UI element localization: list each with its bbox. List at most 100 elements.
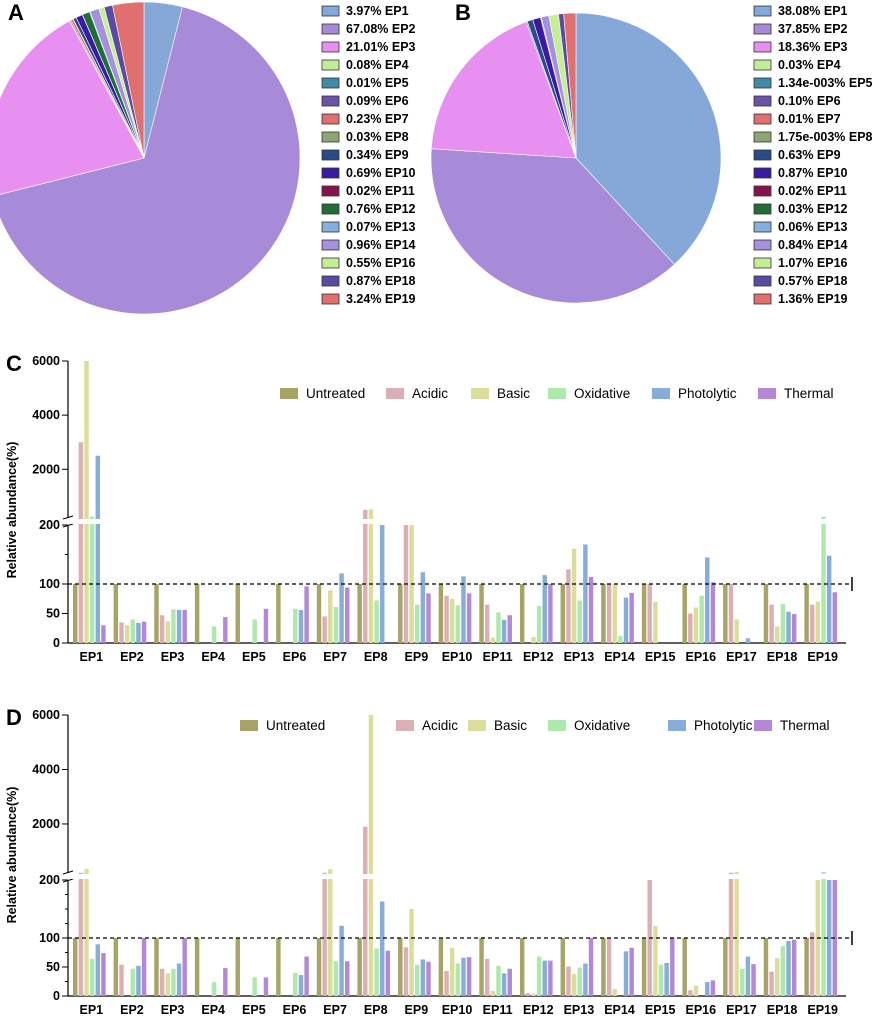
bar-basic-ep18 bbox=[775, 626, 780, 643]
legend-swatch bbox=[753, 275, 772, 287]
pie-slice-ep3 bbox=[430, 21, 577, 159]
bar-oxidative-ep12 bbox=[536, 605, 542, 643]
legend-label-thermal: Thermal bbox=[784, 386, 834, 401]
bar-basic-ep18 bbox=[775, 958, 780, 996]
legend-label: 3.97% EP1 bbox=[346, 4, 409, 18]
bar-oxidative-ep19 bbox=[821, 516, 826, 643]
legend-label-acidic: Acidic bbox=[422, 718, 458, 733]
bar-untreated-ep10 bbox=[438, 938, 444, 996]
y-tick-label: 2000 bbox=[32, 817, 60, 831]
bar-thermal-ep4 bbox=[223, 968, 228, 996]
bar-untreated-ep7 bbox=[316, 584, 322, 643]
bar-oxidative-ep9 bbox=[414, 964, 420, 996]
y-tick-label: 200 bbox=[39, 873, 60, 887]
legend-label-oxidative: Oxidative bbox=[574, 718, 630, 733]
legend-swatch bbox=[753, 203, 772, 215]
bar-acidic-ep2 bbox=[119, 964, 124, 996]
bar-acidic-ep18 bbox=[769, 604, 774, 643]
bar-untreated-ep1 bbox=[73, 584, 78, 643]
bar-thermal-ep5 bbox=[263, 608, 269, 643]
pie-slice-ep3 bbox=[0, 20, 145, 195]
legend-label: 0.03% EP8 bbox=[346, 130, 409, 144]
legend-swatch bbox=[753, 167, 772, 179]
bar-thermal-ep5 bbox=[263, 977, 269, 996]
bar-oxidative-ep16 bbox=[699, 595, 704, 643]
axis-break-mark bbox=[62, 870, 74, 875]
bar-oxidative-ep19 bbox=[821, 871, 826, 996]
bar-thermal-ep15 bbox=[670, 938, 675, 996]
bar-thermal-ep1 bbox=[101, 953, 106, 996]
bar-oxidative-ep1 bbox=[89, 516, 95, 643]
y-tick-label: 6000 bbox=[32, 354, 60, 368]
pie-slice-ep19 bbox=[563, 12, 577, 159]
bar-untreated-ep2 bbox=[113, 584, 119, 643]
bar-untreated-ep6 bbox=[276, 938, 281, 996]
y-tick-label: 2000 bbox=[32, 462, 60, 476]
legend-label-photolytic: Photolytic bbox=[694, 718, 753, 733]
bar-untreated-ep2 bbox=[113, 938, 119, 996]
legend-label: 38.08% EP1 bbox=[778, 4, 848, 18]
bar-untreated-ep11 bbox=[479, 584, 484, 643]
bar-photolytic-ep12 bbox=[542, 960, 547, 996]
pie-legend-a: 3.97% EP1 67.08% EP2 21.01% EP3 0.08% EP4 0.… bbox=[321, 4, 416, 306]
legend-swatch-untreated bbox=[280, 388, 298, 399]
legend-swatch bbox=[321, 113, 340, 125]
bar-photolytic-ep7 bbox=[339, 573, 344, 643]
bar-oxidative-ep1 bbox=[89, 958, 95, 996]
bar-photolytic-ep19 bbox=[826, 555, 832, 643]
bar-acidic-ep12 bbox=[525, 993, 531, 996]
x-tick-label: EP3 bbox=[161, 1003, 185, 1017]
bar-thermal-ep16 bbox=[710, 582, 716, 643]
bar-basic-ep17 bbox=[734, 872, 739, 996]
bar-untreated-ep12 bbox=[519, 584, 525, 643]
bar-photolytic-ep1 bbox=[95, 455, 101, 643]
bar-acidic-ep13 bbox=[566, 569, 571, 643]
legend-swatch bbox=[321, 95, 340, 107]
legend-label: 1.75e-003% EP8 bbox=[778, 130, 873, 144]
legend-swatch bbox=[321, 257, 340, 269]
bar-oxidative-ep2 bbox=[130, 619, 136, 643]
x-tick-label: EP10 bbox=[442, 650, 473, 664]
bar-basic-ep7 bbox=[328, 869, 333, 996]
legend-swatch bbox=[753, 221, 772, 233]
bar-acidic-ep7 bbox=[322, 872, 327, 996]
panel-label-d: D bbox=[6, 705, 22, 730]
pie-chart-a bbox=[0, 1, 301, 315]
legend-label: 0.08% EP4 bbox=[346, 58, 409, 72]
legend-label: 0.87% EP18 bbox=[346, 274, 416, 288]
legend-label: 0.02% EP11 bbox=[346, 184, 415, 198]
x-tick-label: EP1 bbox=[79, 1003, 103, 1017]
bar-basic-ep8 bbox=[368, 509, 374, 643]
bar-oxidative-ep5 bbox=[252, 977, 257, 996]
legend-swatch bbox=[321, 293, 340, 305]
bar-untreated-ep19 bbox=[804, 584, 809, 643]
bar-photolytic-ep13 bbox=[583, 963, 588, 996]
legend-swatch bbox=[753, 293, 772, 305]
bar-photolytic-ep8 bbox=[379, 901, 385, 996]
legend-label: 0.01% EP7 bbox=[778, 112, 841, 126]
legend-swatch bbox=[753, 77, 772, 89]
x-tick-label: EP5 bbox=[242, 650, 266, 664]
legend-label-photolytic: Photolytic bbox=[678, 386, 737, 401]
legend-label-acidic: Acidic bbox=[412, 386, 448, 401]
bar-thermal-ep14 bbox=[629, 592, 634, 643]
pie-slice-ep2 bbox=[430, 148, 675, 304]
bar-basic-ep15 bbox=[653, 925, 658, 996]
bar-photolytic-ep14 bbox=[623, 951, 629, 996]
bar-basic-ep3 bbox=[165, 621, 170, 643]
bar-oxidative-ep13 bbox=[577, 600, 582, 643]
bar-acidic-ep14 bbox=[606, 938, 612, 996]
legend-label: 0.34% EP9 bbox=[346, 148, 409, 162]
bar-untreated-ep18 bbox=[763, 938, 769, 996]
x-tick-label: EP5 bbox=[242, 1003, 266, 1017]
bar-photolytic-ep16 bbox=[705, 982, 710, 996]
bar-untreated-ep13 bbox=[560, 584, 566, 643]
bar-acidic-ep8 bbox=[363, 826, 368, 996]
panel-label-b: B bbox=[455, 0, 471, 25]
bar-basic-ep3 bbox=[165, 973, 170, 996]
bar-oxidative-ep17 bbox=[740, 968, 745, 996]
bar-untreated-ep10 bbox=[438, 584, 444, 643]
bar-photolytic-ep1 bbox=[95, 944, 101, 996]
x-tick-label: EP13 bbox=[564, 1003, 595, 1017]
